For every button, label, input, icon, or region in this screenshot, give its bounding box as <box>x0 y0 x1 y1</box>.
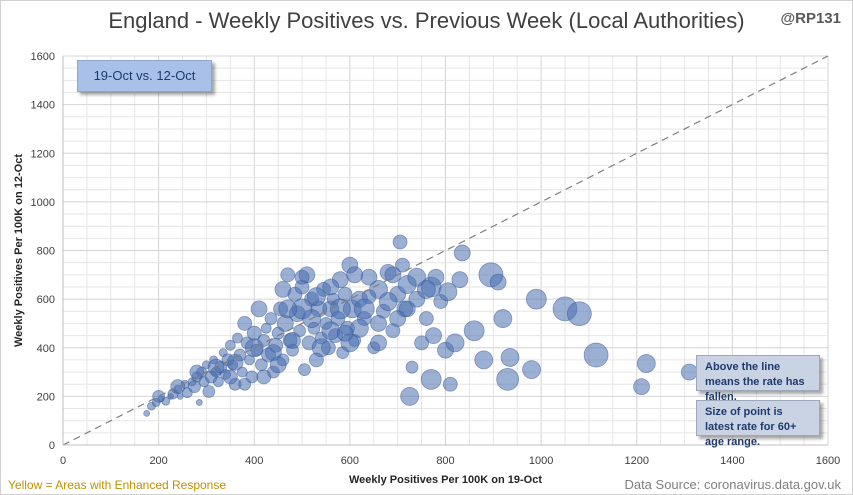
data-point <box>420 368 442 390</box>
data-point <box>152 389 166 403</box>
data-point <box>400 386 420 406</box>
data-point <box>633 378 650 396</box>
y-tick-label: 1000 <box>31 197 55 209</box>
data-point <box>525 288 547 310</box>
footer-enhanced-response-note: Yellow = Areas with Enhanced Response <box>8 478 227 492</box>
data-point <box>307 287 326 307</box>
data-point <box>489 273 507 291</box>
data-point <box>474 350 494 370</box>
x-tick-label: 1600 <box>816 455 840 467</box>
note-line-meaning: Above the line means the rate has fallen… <box>696 355 820 403</box>
data-point <box>370 315 387 332</box>
y-tick-label: 200 <box>37 391 55 403</box>
axes: 0 200 400 600 800 1000 1200 1400 1600 0 200 400 600 8… <box>31 51 841 467</box>
bubble-series <box>143 234 698 417</box>
data-point <box>378 292 398 311</box>
x-tick-label: 200 <box>149 455 167 467</box>
data-point <box>256 369 272 385</box>
date-comparison-badge: 19-Oct vs. 12-Oct <box>77 60 212 92</box>
x-axis-title: Weekly Positives Per 100K on 19-Oct <box>349 474 542 486</box>
data-point <box>438 282 458 302</box>
data-point <box>250 300 268 318</box>
y-tick-label: 1200 <box>31 148 55 160</box>
data-point <box>195 399 203 406</box>
data-point <box>442 376 458 392</box>
data-point <box>680 363 698 381</box>
x-tick-label: 0 <box>60 455 66 467</box>
data-point <box>329 298 351 320</box>
data-point <box>212 376 224 388</box>
data-point <box>284 332 301 349</box>
data-point <box>311 338 331 358</box>
data-point <box>395 257 410 273</box>
data-point <box>353 298 375 320</box>
author-handle: @RP131 <box>780 10 842 27</box>
y-tick-label: 400 <box>37 343 55 355</box>
data-point <box>280 267 296 283</box>
data-point <box>278 299 298 319</box>
data-point <box>188 380 201 394</box>
data-point <box>407 267 427 287</box>
data-point <box>346 266 364 284</box>
x-tick-label: 600 <box>341 455 359 467</box>
data-point <box>264 312 278 325</box>
data-point <box>260 322 272 334</box>
data-point <box>321 321 341 341</box>
data-point <box>294 269 310 285</box>
data-point <box>453 244 471 262</box>
data-point <box>522 360 541 380</box>
data-point <box>226 353 244 371</box>
data-point <box>414 335 429 351</box>
data-point <box>583 342 609 368</box>
data-point <box>222 369 238 385</box>
data-point <box>451 271 469 289</box>
data-point <box>269 356 287 374</box>
data-point <box>202 385 216 398</box>
data-point <box>224 339 236 351</box>
data-point <box>425 327 442 344</box>
x-tick-label: 1200 <box>625 455 649 467</box>
data-point <box>236 366 248 378</box>
x-tick-label: 1000 <box>529 455 553 467</box>
data-point <box>298 363 311 377</box>
data-point <box>445 333 465 353</box>
data-point <box>370 334 387 352</box>
data-point <box>427 268 445 286</box>
data-point <box>566 301 592 327</box>
chart-title: England - Weekly Positives vs. Previous … <box>108 8 745 33</box>
x-tick-label: 1400 <box>720 455 744 467</box>
y-tick-label: 800 <box>37 246 55 258</box>
x-tick-label: 400 <box>245 455 263 467</box>
data-point <box>274 280 292 298</box>
data-point <box>189 364 205 380</box>
data-point <box>232 332 243 344</box>
footer-data-source: Data Source: coronavirus.data.gov.uk <box>624 477 841 492</box>
data-point <box>244 338 264 358</box>
data-point <box>463 320 485 342</box>
data-point <box>500 348 520 367</box>
data-point <box>170 379 186 395</box>
data-point <box>143 409 151 417</box>
data-point <box>636 354 656 373</box>
note-point-size: Size of point is latest rate for 60+ age… <box>696 400 820 448</box>
data-point <box>237 316 253 331</box>
y-tick-label: 0 <box>49 440 55 452</box>
data-point <box>322 278 340 296</box>
y-tick-label: 600 <box>37 294 55 306</box>
data-point <box>392 234 408 250</box>
y-axis-title: Weekly Positives Per 100K on 12-Oct <box>13 154 25 347</box>
data-point <box>405 360 419 374</box>
data-point <box>493 309 513 328</box>
y-tick-label: 1400 <box>31 100 55 112</box>
x-tick-label: 800 <box>436 455 454 467</box>
data-point <box>496 367 520 391</box>
data-point <box>238 377 252 391</box>
data-point <box>336 324 354 342</box>
data-point <box>418 311 434 326</box>
data-point <box>398 300 416 318</box>
y-tick-label: 1600 <box>31 51 55 63</box>
